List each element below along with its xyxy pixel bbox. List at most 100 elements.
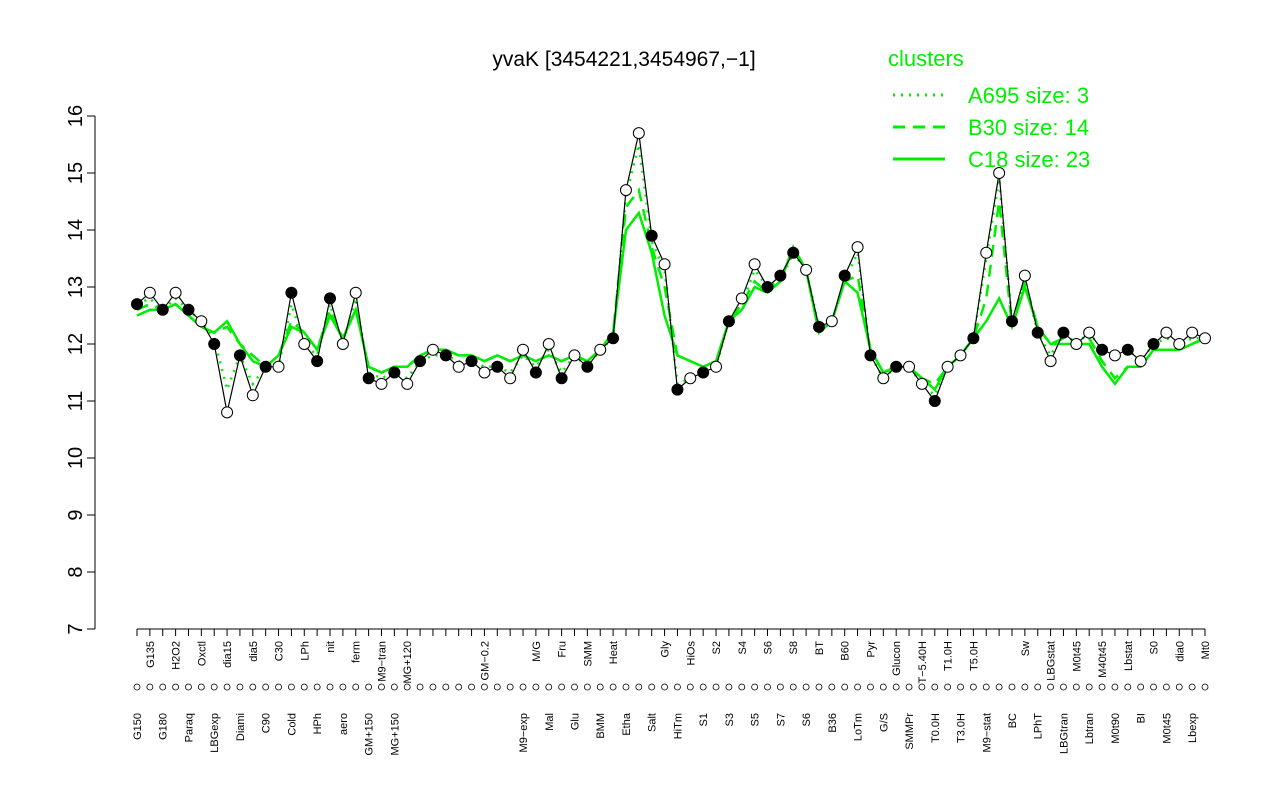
data-point — [941, 360, 954, 373]
rug-point — [1162, 683, 1170, 691]
rug-point — [210, 683, 218, 691]
x-tick-label: LBGtran — [1058, 713, 1070, 754]
data-point — [221, 406, 234, 419]
rug-point — [738, 683, 746, 691]
data-point — [787, 246, 800, 259]
x-tick-label: Fru — [557, 641, 569, 658]
rug-point — [1188, 683, 1196, 691]
data-point — [890, 360, 903, 373]
rug-point — [146, 683, 154, 691]
x-tick-label: Lbexp — [1187, 713, 1199, 743]
data-point — [504, 372, 517, 385]
rug-point — [1034, 683, 1042, 691]
rug-point — [300, 683, 308, 691]
data-point — [928, 395, 941, 407]
y-tick-label: 8 — [65, 566, 87, 577]
chart-title: yvaK [3454221,3454967,−1] — [492, 48, 755, 71]
x-tick-label: MG+120 — [402, 641, 414, 684]
rug-point — [197, 683, 205, 691]
x-tick-label: Etha — [621, 712, 633, 736]
data-point — [735, 292, 748, 305]
rug-point — [1098, 683, 1106, 691]
x-tick-label: S7 — [775, 713, 787, 726]
x-tick-label: M9−tran — [376, 641, 388, 682]
x-tick-label: S3 — [724, 713, 736, 726]
data-point — [710, 360, 723, 373]
rug-point — [622, 683, 630, 691]
rug-point — [776, 683, 784, 691]
rug-point — [596, 683, 604, 691]
rug-point — [969, 683, 977, 691]
data-point — [529, 366, 542, 379]
data-point — [131, 298, 143, 311]
rug-point — [545, 683, 553, 691]
data-point — [414, 355, 427, 368]
rug-point — [365, 683, 373, 691]
rug-point — [918, 683, 926, 691]
x-tick-label: LBGexp — [209, 713, 221, 753]
rug-point — [571, 683, 578, 691]
rug-point — [378, 683, 385, 691]
data-point — [993, 167, 1006, 179]
rug-point — [493, 683, 501, 691]
x-tick-label: T−5.40H — [917, 641, 929, 684]
x-tick-label: Sw — [1020, 641, 1032, 656]
rug-point — [236, 683, 244, 691]
data-point — [1160, 326, 1173, 339]
data-point — [375, 377, 388, 390]
data-point — [761, 281, 774, 293]
x-tick-label: S6 — [763, 641, 775, 654]
data-point — [851, 241, 864, 254]
data-point — [903, 360, 916, 373]
rug-point — [1137, 683, 1145, 691]
rug-point — [262, 683, 270, 691]
rug-point — [841, 683, 849, 691]
data-point — [877, 372, 890, 385]
rug-point — [1111, 683, 1119, 691]
rug-point — [1047, 683, 1054, 691]
x-tick-label: GM−0.2 — [479, 641, 491, 680]
x-tick-label: S6 — [801, 713, 813, 726]
rug-point — [506, 683, 514, 691]
data-point — [645, 229, 658, 242]
data-point — [915, 377, 928, 390]
data-point — [517, 343, 530, 356]
rug-point — [1201, 683, 1209, 691]
data-point — [658, 258, 671, 271]
data-point — [568, 349, 581, 362]
rug-point — [558, 683, 566, 691]
rug-point — [159, 683, 167, 691]
rug-point — [648, 683, 656, 691]
data-point — [1147, 338, 1160, 350]
x-tick-label: M0t45 — [1161, 713, 1173, 744]
x-tick-label: M0t90 — [1110, 713, 1122, 744]
rug-point — [481, 683, 488, 691]
y-tick-label: 7 — [65, 623, 87, 634]
data-point — [439, 349, 452, 362]
data-point — [1173, 338, 1186, 350]
rug-point — [879, 683, 887, 691]
x-tick-label: M9−exp — [518, 713, 530, 752]
rug-point — [403, 683, 411, 691]
rug-point — [442, 683, 450, 691]
x-tick-label: LoTm — [853, 713, 865, 741]
data-point — [272, 360, 285, 373]
data-point — [388, 366, 401, 379]
x-tick-label: M9−stat — [981, 713, 993, 752]
data-point — [542, 338, 555, 350]
rug-point — [957, 683, 964, 691]
data-point — [336, 338, 349, 350]
x-tick-label: Lbtran — [1084, 713, 1096, 744]
rug-point — [635, 683, 643, 691]
x-tick-label: S0 — [1149, 641, 1161, 654]
x-tick-label: Cold — [286, 713, 298, 736]
rug-point — [686, 683, 694, 691]
data-point — [671, 383, 684, 396]
x-tick-label: T5.0H — [968, 641, 980, 671]
data-point — [748, 258, 761, 271]
data-point — [954, 349, 967, 362]
x-tick-label: BT — [814, 641, 826, 655]
x-tick-label: LPh — [299, 641, 311, 661]
rug-point — [1150, 683, 1157, 691]
